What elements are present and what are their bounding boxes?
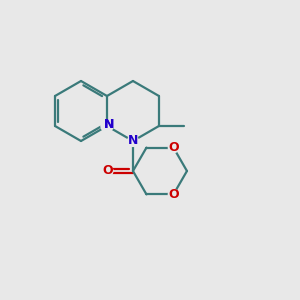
Text: N: N: [104, 118, 115, 131]
Circle shape: [102, 121, 112, 131]
Text: N: N: [104, 118, 115, 131]
Circle shape: [168, 189, 178, 200]
Circle shape: [101, 120, 113, 132]
Text: O: O: [168, 188, 179, 201]
Circle shape: [102, 166, 113, 176]
Text: O: O: [102, 164, 113, 178]
Text: O: O: [168, 141, 179, 154]
Circle shape: [168, 142, 178, 153]
Circle shape: [128, 136, 138, 146]
Text: N: N: [128, 134, 138, 148]
